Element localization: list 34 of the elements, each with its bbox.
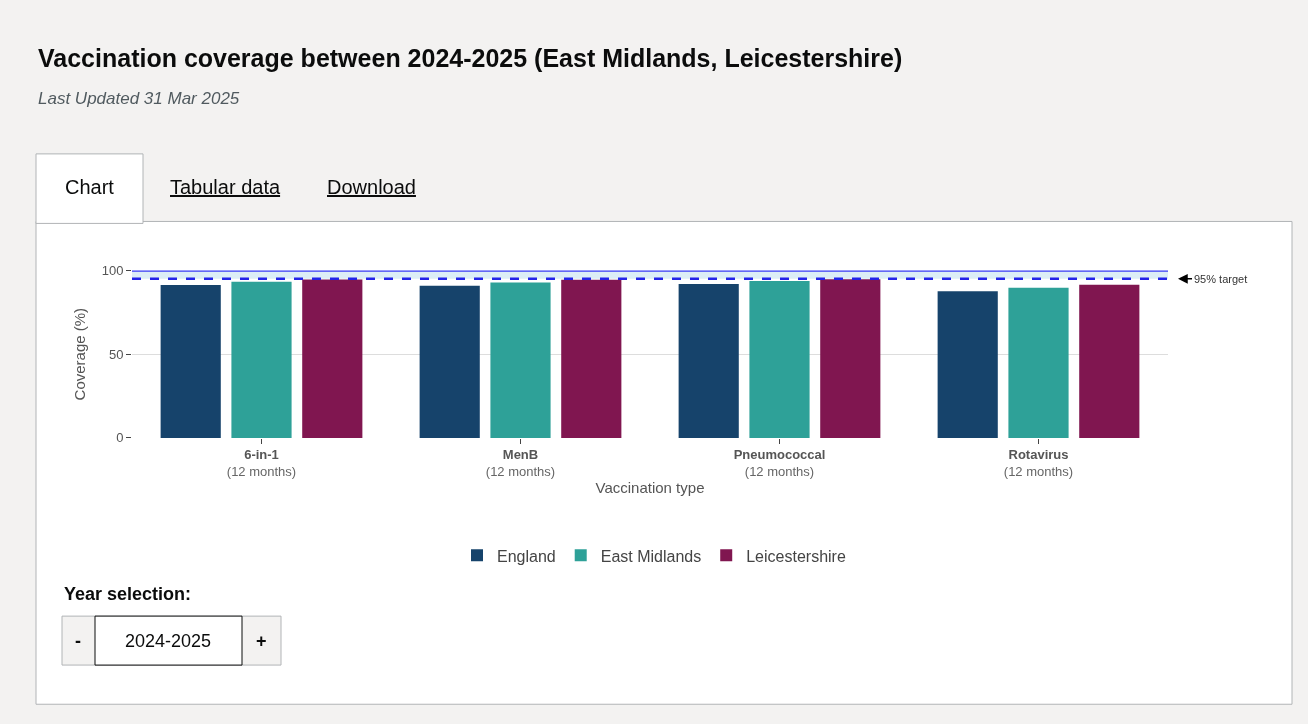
chart-title: Vaccination coverage between 2024-2025 (East Midlands, Leicestershire) [38,44,903,72]
bar [1008,287,1069,438]
bar [302,279,363,438]
bar [490,282,551,438]
legend-label: East Midlands [600,547,702,565]
x-tick-label: MenB (12 months) [485,447,556,480]
bar [419,285,480,438]
legend-label: Leicestershire [746,547,846,565]
text: Chart [65,176,115,198]
text: - [75,631,81,651]
y-tick-label: 100 [101,262,124,278]
text: Tabular data [170,176,281,198]
bar [231,281,292,438]
x-axis-title: Vaccination type [595,479,705,497]
bar [749,280,810,438]
text: Year selection: [64,584,192,604]
text: Download [327,176,416,198]
legend-label: England [497,547,556,565]
bar [1079,284,1140,438]
y-axis-title: Coverage (%) [70,307,88,401]
y-tick-label: 50 [108,346,124,362]
text: 2024-2025 [125,631,212,651]
text: + [256,631,267,651]
x-tick-label: Rotavirus (12 months) [1003,447,1074,480]
ref-line-label: 95% target [1194,273,1248,285]
x-tick-label: 6-in-1 (12 months) [226,447,297,480]
bar [937,291,998,438]
bar [678,283,739,438]
bar [561,279,622,438]
x-tick-label: Pneumococcal (12 months) [733,447,826,480]
bar [820,279,881,438]
bar [160,285,221,438]
chart-subtitle: Last Updated 31 Mar 2025 [38,89,240,108]
y-tick-label: 0 [116,430,124,446]
